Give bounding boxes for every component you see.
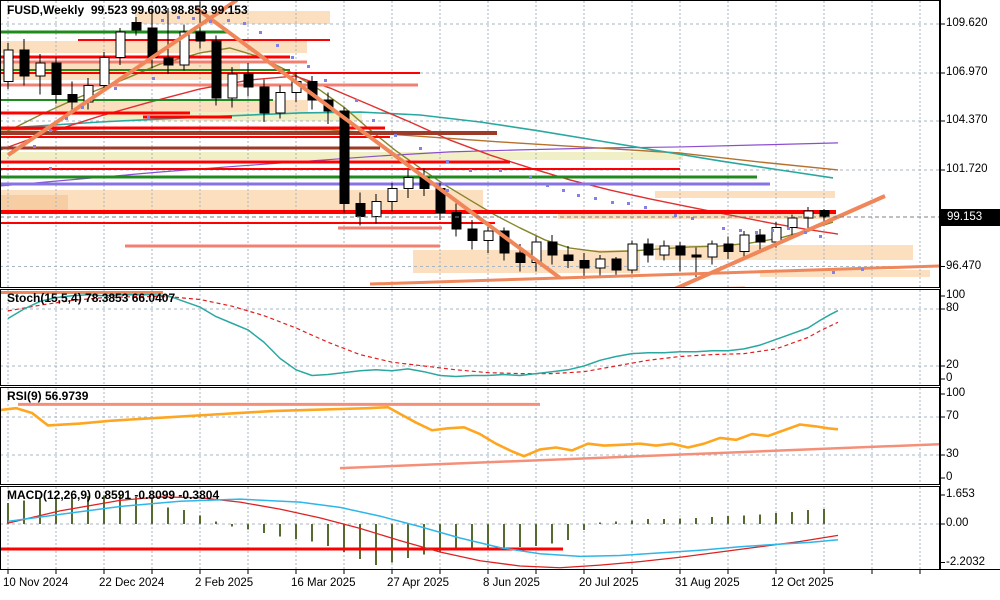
rsi-panel — [1, 388, 939, 484]
candlestick-series — [3, 1, 830, 280]
current-price-badge: 99.153 — [941, 209, 1000, 226]
stochastic-panel — [1, 290, 939, 385]
fractal-dots — [33, 15, 864, 275]
macd-panel — [1, 487, 939, 569]
main-price-panel — [1, 1, 939, 287]
macd-histogram — [7, 495, 825, 566]
